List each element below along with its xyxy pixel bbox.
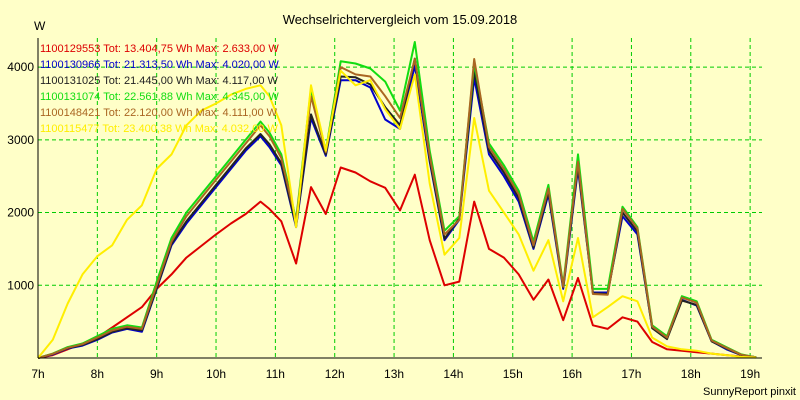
x-tick-label: 7h [31,367,44,381]
x-tick-label: 16h [562,367,582,381]
legend-entry-1100130966: 1100130966 Tot: 21.313,50 Wh Max: 4.020,… [40,59,279,71]
legend-entry-1100115477: 1100115477 Tot: 23.400,38 Wh Max: 4.032,… [40,123,279,135]
x-tick-label: 18h [681,367,701,381]
x-tick-labels: 7h 8h 9h 10h 11h 12h 13h 14h 15h 16h 17h 18h 19h [31,367,760,381]
x-tick-label: 19h [740,367,760,381]
x-tick-label: 13h [384,367,404,381]
legend-entry-1100131074: 1100131074 Tot: 22.561,88 Wh Max: 4.345,… [40,91,279,103]
y-tick-label: 2000 [7,206,34,220]
x-tick-label: 12h [325,367,345,381]
x-tick-label: 15h [503,367,523,381]
x-tick-label: 9h [150,367,163,381]
chart-title: Wechselrichtervergleich vom 15.09.2018 [283,12,518,27]
legend: 1100129553 Tot: 13.404,75 Wh Max: 2.633,… [40,43,279,135]
x-tick-label: 8h [91,367,104,381]
footer-credit: SunnyReport pinxit [703,386,796,398]
y-tick-label: 3000 [7,133,34,147]
series-line-1100115477 [37,69,757,359]
series-group [37,41,757,359]
y-tick-labels: 1000 2000 3000 4000 [7,60,34,292]
x-tick-label: 17h [621,367,641,381]
y-tick-label: 1000 [7,278,34,292]
x-tick-label: 11h [266,367,285,381]
series-line-1100148421 [37,58,757,359]
legend-entry-1100131025: 1100131025 Tot: 21.445,00 Wh Max: 4.117,… [40,75,279,87]
series-line-1100129553 [37,166,757,359]
x-tick-label: 10h [206,367,226,381]
legend-entry-1100129553: 1100129553 Tot: 13.404,75 Wh Max: 2.633,… [40,43,279,55]
legend-entry-1100148421: 1100148421 Tot: 22.120,00 Wh Max: 4.111,… [40,107,278,119]
y-tick-label: 4000 [7,60,34,74]
y-axis-label: W [34,19,46,33]
x-tick-label: 14h [443,367,463,381]
